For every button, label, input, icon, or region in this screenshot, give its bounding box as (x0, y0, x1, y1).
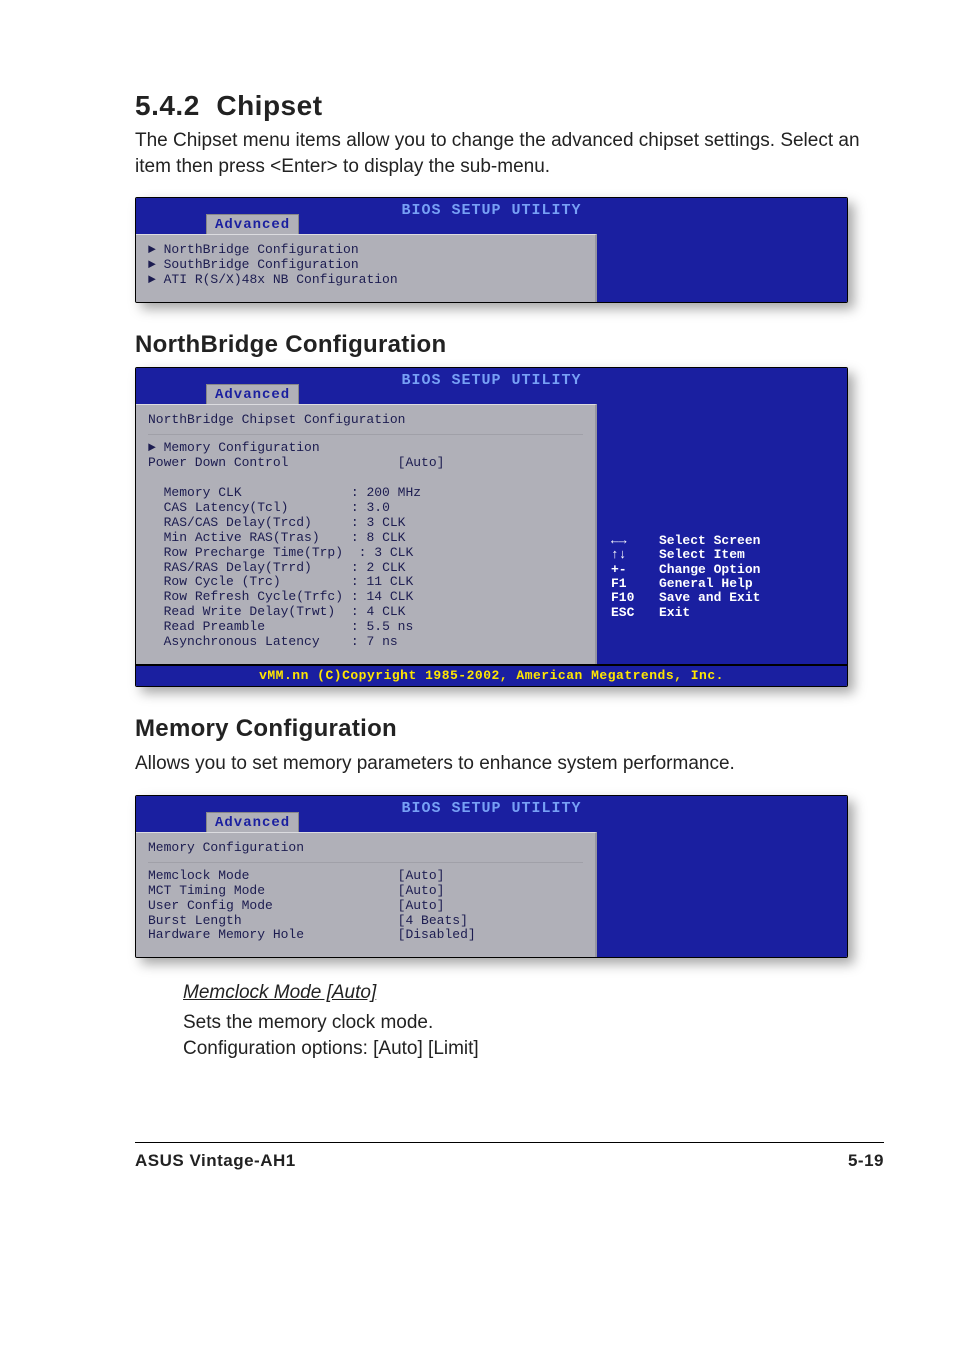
bios-header-title: BIOS SETUP UTILITY (401, 202, 581, 219)
setting-value[interactable]: [Auto] (398, 898, 445, 913)
info-label: Row Refresh Cycle(Trfc) (164, 589, 343, 604)
submenu-arrow-icon: ► (148, 242, 156, 257)
section-title: 5.4.2 Chipset (135, 90, 884, 122)
bios-header: BIOS SETUP UTILITY Advanced (136, 796, 847, 832)
help-key-row: F10 Save and Exit (611, 591, 833, 605)
section-name: Chipset (216, 90, 322, 121)
help-key: ↑↓ (611, 548, 647, 562)
help-desc: Change Option (659, 563, 833, 577)
info-value: : 3 CLK (359, 545, 414, 560)
bios-northbridge-settings: NorthBridge Chipset Configuration ► Memo… (136, 404, 597, 664)
help-desc: General Help (659, 577, 833, 591)
panel-title: NorthBridge Chipset Configuration (148, 412, 405, 427)
info-label: Memory CLK (164, 485, 242, 500)
info-value: : 2 CLK (351, 560, 406, 575)
setting-value[interactable]: [Auto] (398, 868, 445, 883)
help-desc: Exit (659, 606, 833, 620)
info-value: : 3.0 (351, 500, 390, 515)
setting-label: Power Down Control (148, 455, 288, 470)
info-value: : 8 CLK (351, 530, 406, 545)
help-key: F1 (611, 577, 647, 591)
setting-label: Memclock Mode (148, 868, 249, 883)
help-key-row: ←→ Select Screen (611, 534, 833, 548)
bios-chipset-menu: BIOS SETUP UTILITY Advanced ► NorthBridg… (135, 197, 848, 303)
setting-value[interactable]: [Auto] (398, 455, 445, 470)
info-label: RAS/RAS Delay(Trrd) (164, 560, 312, 575)
setting-label: Hardware Memory Hole (148, 927, 304, 942)
info-label: Asynchronous Latency (164, 634, 320, 649)
memory-config-intro: Allows you to set memory parameters to e… (135, 751, 884, 777)
bios-help-panel-empty (597, 234, 847, 302)
setting-value[interactable]: [Disabled] (398, 927, 476, 942)
submenu-arrow-icon: ► (148, 272, 156, 287)
help-key: ←→ (611, 534, 647, 548)
bios-memory-settings: Memory Configuration Memclock Mode [Auto… (136, 832, 597, 958)
menu-item[interactable]: ATI R(S/X)48x NB Configuration (164, 272, 398, 287)
info-label: CAS Latency(Tcl) (164, 500, 289, 515)
northbridge-heading: NorthBridge Configuration (135, 331, 884, 359)
setting-value[interactable]: [4 Beats] (398, 913, 468, 928)
bios-tab-advanced[interactable]: Advanced (206, 214, 299, 234)
menu-item[interactable]: SouthBridge Configuration (164, 257, 359, 272)
menu-item[interactable]: Memory Configuration (164, 440, 320, 455)
info-label: Row Precharge Time(Trp) (164, 545, 343, 560)
panel-title: Memory Configuration (148, 840, 304, 855)
info-label: Min Active RAS(Tras) (164, 530, 320, 545)
footer-page-number: 5-19 (848, 1151, 884, 1171)
memclock-mode-desc2: Configuration options: [Auto] [Limit] (183, 1036, 884, 1062)
help-key-row: ESC Exit (611, 606, 833, 620)
bios-header-title: BIOS SETUP UTILITY (401, 372, 581, 389)
help-desc: Select Item (659, 548, 833, 562)
info-value: : 4 CLK (351, 604, 406, 619)
setting-label: MCT Timing Mode (148, 883, 265, 898)
info-value: : 14 CLK (351, 589, 413, 604)
memclock-mode-desc1: Sets the memory clock mode. (183, 1010, 884, 1036)
help-desc: Save and Exit (659, 591, 833, 605)
memclock-mode-heading: Memclock Mode [Auto] (183, 982, 884, 1004)
info-value: : 3 CLK (351, 515, 406, 530)
info-label: Row Cycle (Trc) (164, 574, 281, 589)
bios-menu-list: ► NorthBridge Configuration ► SouthBridg… (136, 234, 597, 302)
setting-label: Burst Length (148, 913, 242, 928)
submenu-arrow-icon: ► (148, 257, 156, 272)
divider (148, 434, 583, 435)
bios-tab-advanced[interactable]: Advanced (206, 812, 299, 832)
info-value: : 11 CLK (351, 574, 413, 589)
setting-value[interactable]: [Auto] (398, 883, 445, 898)
bios-memory-panel: BIOS SETUP UTILITY Advanced Memory Confi… (135, 795, 848, 959)
footer-product: ASUS Vintage-AH1 (135, 1151, 296, 1171)
divider (148, 862, 583, 863)
help-key: +- (611, 563, 647, 577)
help-desc: Select Screen (659, 534, 833, 548)
info-value: : 7 ns (351, 634, 398, 649)
info-value: : 200 MHz (351, 485, 421, 500)
page-footer: ASUS Vintage-AH1 5-19 (135, 1142, 884, 1171)
setting-label: User Config Mode (148, 898, 273, 913)
menu-item[interactable]: NorthBridge Configuration (164, 242, 359, 257)
info-value: : 5.5 ns (351, 619, 413, 634)
bios-header: BIOS SETUP UTILITY Advanced (136, 198, 847, 234)
bios-header: BIOS SETUP UTILITY Advanced (136, 368, 847, 404)
bios-tab-advanced[interactable]: Advanced (206, 384, 299, 404)
help-key-row: +- Change Option (611, 563, 833, 577)
bios-header-title: BIOS SETUP UTILITY (401, 800, 581, 817)
info-label: Read Preamble (164, 619, 265, 634)
bios-help-panel-empty (597, 832, 847, 958)
help-key-row: F1 General Help (611, 577, 833, 591)
submenu-arrow-icon: ► (148, 440, 156, 455)
help-key: F10 (611, 591, 647, 605)
bios-copyright-footer: vMM.nn (C)Copyright 1985-2002, American … (136, 664, 847, 686)
bios-northbridge-panel: BIOS SETUP UTILITY Advanced NorthBridge … (135, 367, 848, 687)
help-key: ESC (611, 606, 647, 620)
section-number: 5.4.2 (135, 90, 200, 121)
info-label: RAS/CAS Delay(Trcd) (164, 515, 312, 530)
help-key-row: ↑↓ Select Item (611, 548, 833, 562)
section-intro: The Chipset menu items allow you to chan… (135, 128, 884, 179)
info-label: Read Write Delay(Trwt) (164, 604, 336, 619)
bios-help-panel: ←→ Select Screen ↑↓ Select Item +- Change O… (597, 404, 847, 664)
memory-config-heading: Memory Configuration (135, 715, 884, 743)
